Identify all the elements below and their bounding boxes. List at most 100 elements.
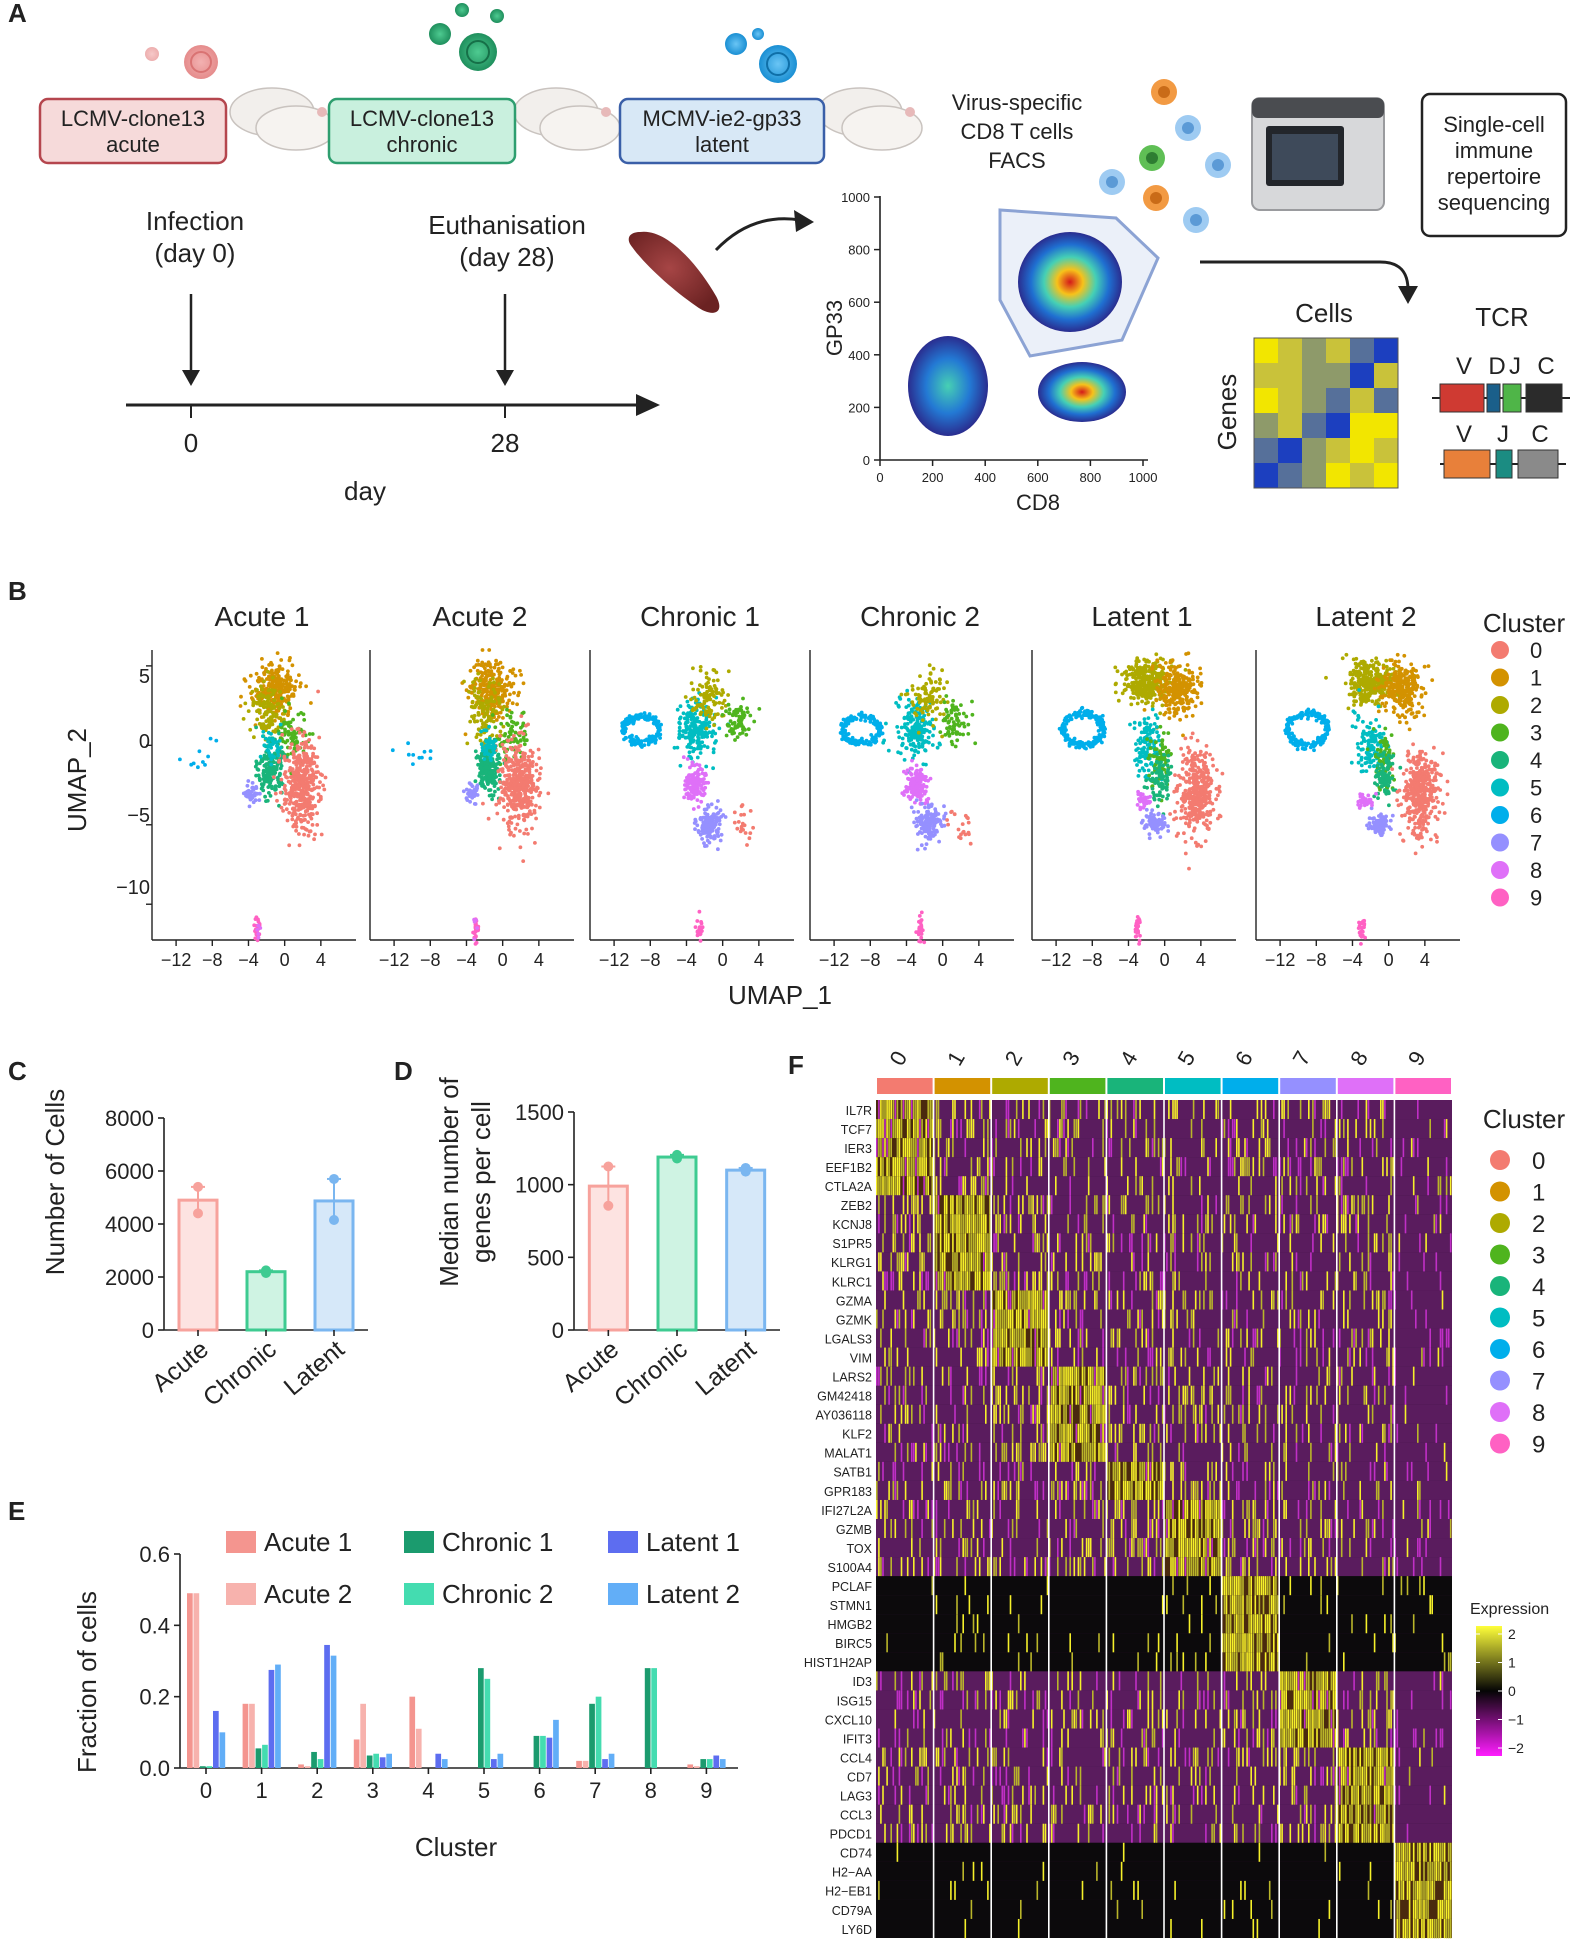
umap-point-cluster-5	[711, 747, 716, 751]
umap-point-cluster-6	[858, 718, 863, 722]
umap-point-cluster-4	[273, 765, 278, 770]
umap-point-cluster-3	[732, 720, 737, 725]
umap-point-cluster-0	[312, 837, 316, 842]
umap-point-cluster-6	[214, 738, 219, 743]
umap-point-cluster-9	[472, 931, 477, 936]
umap-point-cluster-2	[474, 735, 479, 739]
umap-point-cluster-1	[298, 684, 302, 689]
umap-point-cluster-1	[1157, 663, 1162, 668]
umap-point-cluster-2	[934, 717, 938, 722]
umap-point-cluster-4	[261, 788, 266, 793]
umap-point-cluster-2	[496, 696, 501, 701]
umap-point-cluster-3	[973, 741, 978, 746]
umap-xtick-label: −4	[238, 950, 259, 970]
umap-point-cluster-2	[274, 712, 279, 717]
umap-point-cluster-0	[512, 833, 516, 838]
umap-point-cluster-8	[695, 798, 700, 802]
umap-point-cluster-1	[516, 693, 520, 698]
umap-point-cluster-5	[906, 711, 911, 716]
umap-point-cluster-2	[696, 687, 700, 692]
umap-point-cluster-6	[189, 762, 194, 767]
umap-point-cluster-3	[493, 725, 498, 730]
umap-point-cluster-0	[318, 780, 322, 784]
virus-icon-acute	[145, 45, 218, 79]
umap-point-cluster-0	[527, 758, 532, 763]
umap-point-cluster-9	[473, 942, 478, 946]
umap-point-cluster-2	[259, 684, 263, 689]
umap-point-cluster-4	[487, 788, 491, 793]
umap-point-cluster-0	[316, 792, 321, 797]
umap-point-cluster-6	[842, 734, 846, 738]
umap-point-cluster-1	[279, 658, 284, 662]
spleen-arrow-head	[794, 210, 814, 232]
matrix-cell	[1326, 438, 1350, 463]
umap-point-cluster-0	[303, 756, 308, 761]
umap-point-cluster-8	[696, 805, 701, 809]
tcr-beta-j: J	[1509, 353, 1521, 380]
umap-ytick-m10: −10	[116, 877, 150, 899]
umap-point-cluster-0	[507, 798, 512, 803]
umap-point-cluster-2	[272, 698, 277, 703]
umap-point-cluster-1	[1171, 693, 1175, 698]
umap-point-cluster-1	[498, 670, 503, 675]
umap-point-cluster-6	[411, 753, 416, 757]
umap-point-cluster-6	[640, 745, 644, 749]
umap-point-cluster-7	[914, 798, 919, 802]
umap-point-cluster-7	[923, 846, 927, 851]
umap-point-cluster-0	[537, 793, 541, 798]
umap-point-cluster-6	[1080, 716, 1084, 721]
umap-ytick-0: 0	[139, 731, 150, 753]
umap-point-cluster-2	[1161, 657, 1165, 662]
umap-point-cluster-2	[467, 689, 471, 694]
umap-point-cluster-0	[314, 770, 319, 775]
umap-xtick-label: 0	[498, 950, 508, 970]
umap-point-cluster-1	[239, 694, 243, 699]
umap-point-cluster-3	[951, 720, 956, 724]
umap-point-cluster-2	[1124, 677, 1128, 682]
umap-point-cluster-2	[1139, 691, 1144, 696]
umap-point-cluster-6	[866, 742, 871, 747]
umap-point-cluster-9	[695, 933, 700, 938]
umap-point-cluster-4	[485, 780, 490, 785]
umap-point-cluster-2	[259, 724, 264, 729]
umap-point-cluster-2	[704, 675, 709, 680]
facs-label-3: FACS	[988, 148, 1045, 173]
umap-point-cluster-0	[512, 734, 516, 738]
umap-point-cluster-9	[698, 939, 703, 943]
umap-point-cluster-6	[846, 737, 851, 741]
umap-point-cluster-5	[267, 736, 272, 741]
umap-point-cluster-2	[252, 735, 256, 740]
umap-point-cluster-0	[946, 822, 950, 827]
umap-point-cluster-1	[286, 697, 291, 702]
umap-point-cluster-1	[505, 674, 510, 679]
tcr-alpha-c: C	[1531, 421, 1548, 448]
umap-point-cluster-1	[1159, 683, 1164, 688]
umap-point-cluster-4	[278, 771, 282, 776]
umap-point-cluster-5	[920, 729, 925, 734]
umap-point-cluster-2	[1135, 701, 1140, 706]
umap-point-cluster-5	[678, 704, 683, 709]
umap-point-cluster-1	[1193, 704, 1198, 709]
tcr-title: TCR	[1475, 302, 1528, 332]
facs-population-neg	[908, 336, 988, 436]
umap-point-cluster-0	[520, 764, 525, 769]
umap-point-cluster-1	[276, 697, 280, 702]
umap-point-cluster-1	[508, 669, 513, 673]
umap-point-cluster-9	[697, 909, 702, 914]
umap-point-cluster-2	[262, 725, 267, 729]
umap-point-cluster-1	[469, 685, 473, 690]
umap-point-cluster-5	[684, 724, 689, 729]
umap-point-cluster-6	[648, 717, 653, 721]
umap-point-cluster-4	[473, 779, 478, 784]
umap-point-cluster-3	[294, 735, 298, 740]
umap-point-cluster-1	[1170, 658, 1175, 663]
umap-point-cluster-0	[968, 841, 973, 846]
umap-point-cluster-0	[310, 768, 315, 773]
umap-point-cluster-5	[913, 730, 918, 735]
umap-point-cluster-3	[283, 709, 288, 713]
umap-point-cluster-5	[895, 725, 900, 729]
umap-point-cluster-6	[841, 725, 845, 730]
